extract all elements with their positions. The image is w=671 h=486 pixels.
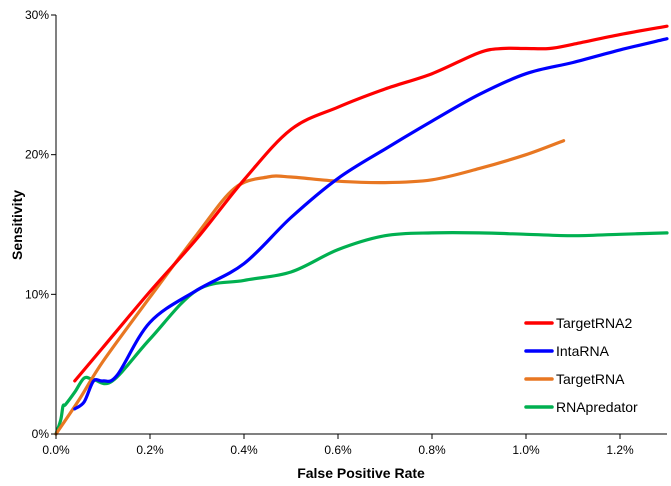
y-tick-label: 30% — [25, 8, 49, 22]
y-axis-title: Sensitivity — [9, 190, 25, 260]
x-tick-label: 0.0% — [42, 443, 70, 457]
plot-area: 0% 10% 20% 30% 0.0% 0.2% 0.4% 0.6% 0.8% 1.0% 1.2% — [25, 8, 669, 457]
y-tick-label: 10% — [25, 287, 49, 301]
y-ticks: 0% 10% 20% 30% — [25, 8, 56, 441]
legend-label-intarna: IntaRNA — [556, 343, 610, 359]
x-axis-title: False Positive Rate — [297, 465, 425, 481]
x-tick-label: 1.0% — [512, 443, 540, 457]
legend-label-targetrna: TargetRNA — [556, 371, 625, 387]
x-tick-label: 0.4% — [230, 443, 258, 457]
series-line-targetrna — [54, 139, 566, 436]
y-tick-label: 0% — [32, 427, 50, 441]
series-line-targetrna2 — [73, 24, 669, 383]
x-tick-label: 1.2% — [606, 443, 634, 457]
y-tick-label: 20% — [25, 148, 49, 162]
x-tick-label: 0.8% — [418, 443, 446, 457]
legend-label-rnapredator: RNApredator — [556, 399, 638, 415]
legend: TargetRNA2 IntaRNA TargetRNA RNApredator — [524, 315, 638, 415]
legend-label-targetrna2: TargetRNA2 — [556, 315, 632, 331]
series-line-intarna — [73, 37, 669, 411]
x-tick-label: 0.6% — [324, 443, 352, 457]
series-layer — [54, 24, 669, 436]
series-line-rnapredator — [54, 231, 669, 436]
x-tick-label: 0.2% — [136, 443, 164, 457]
x-ticks: 0.0% 0.2% 0.4% 0.6% 0.8% 1.0% 1.2% — [42, 434, 634, 457]
